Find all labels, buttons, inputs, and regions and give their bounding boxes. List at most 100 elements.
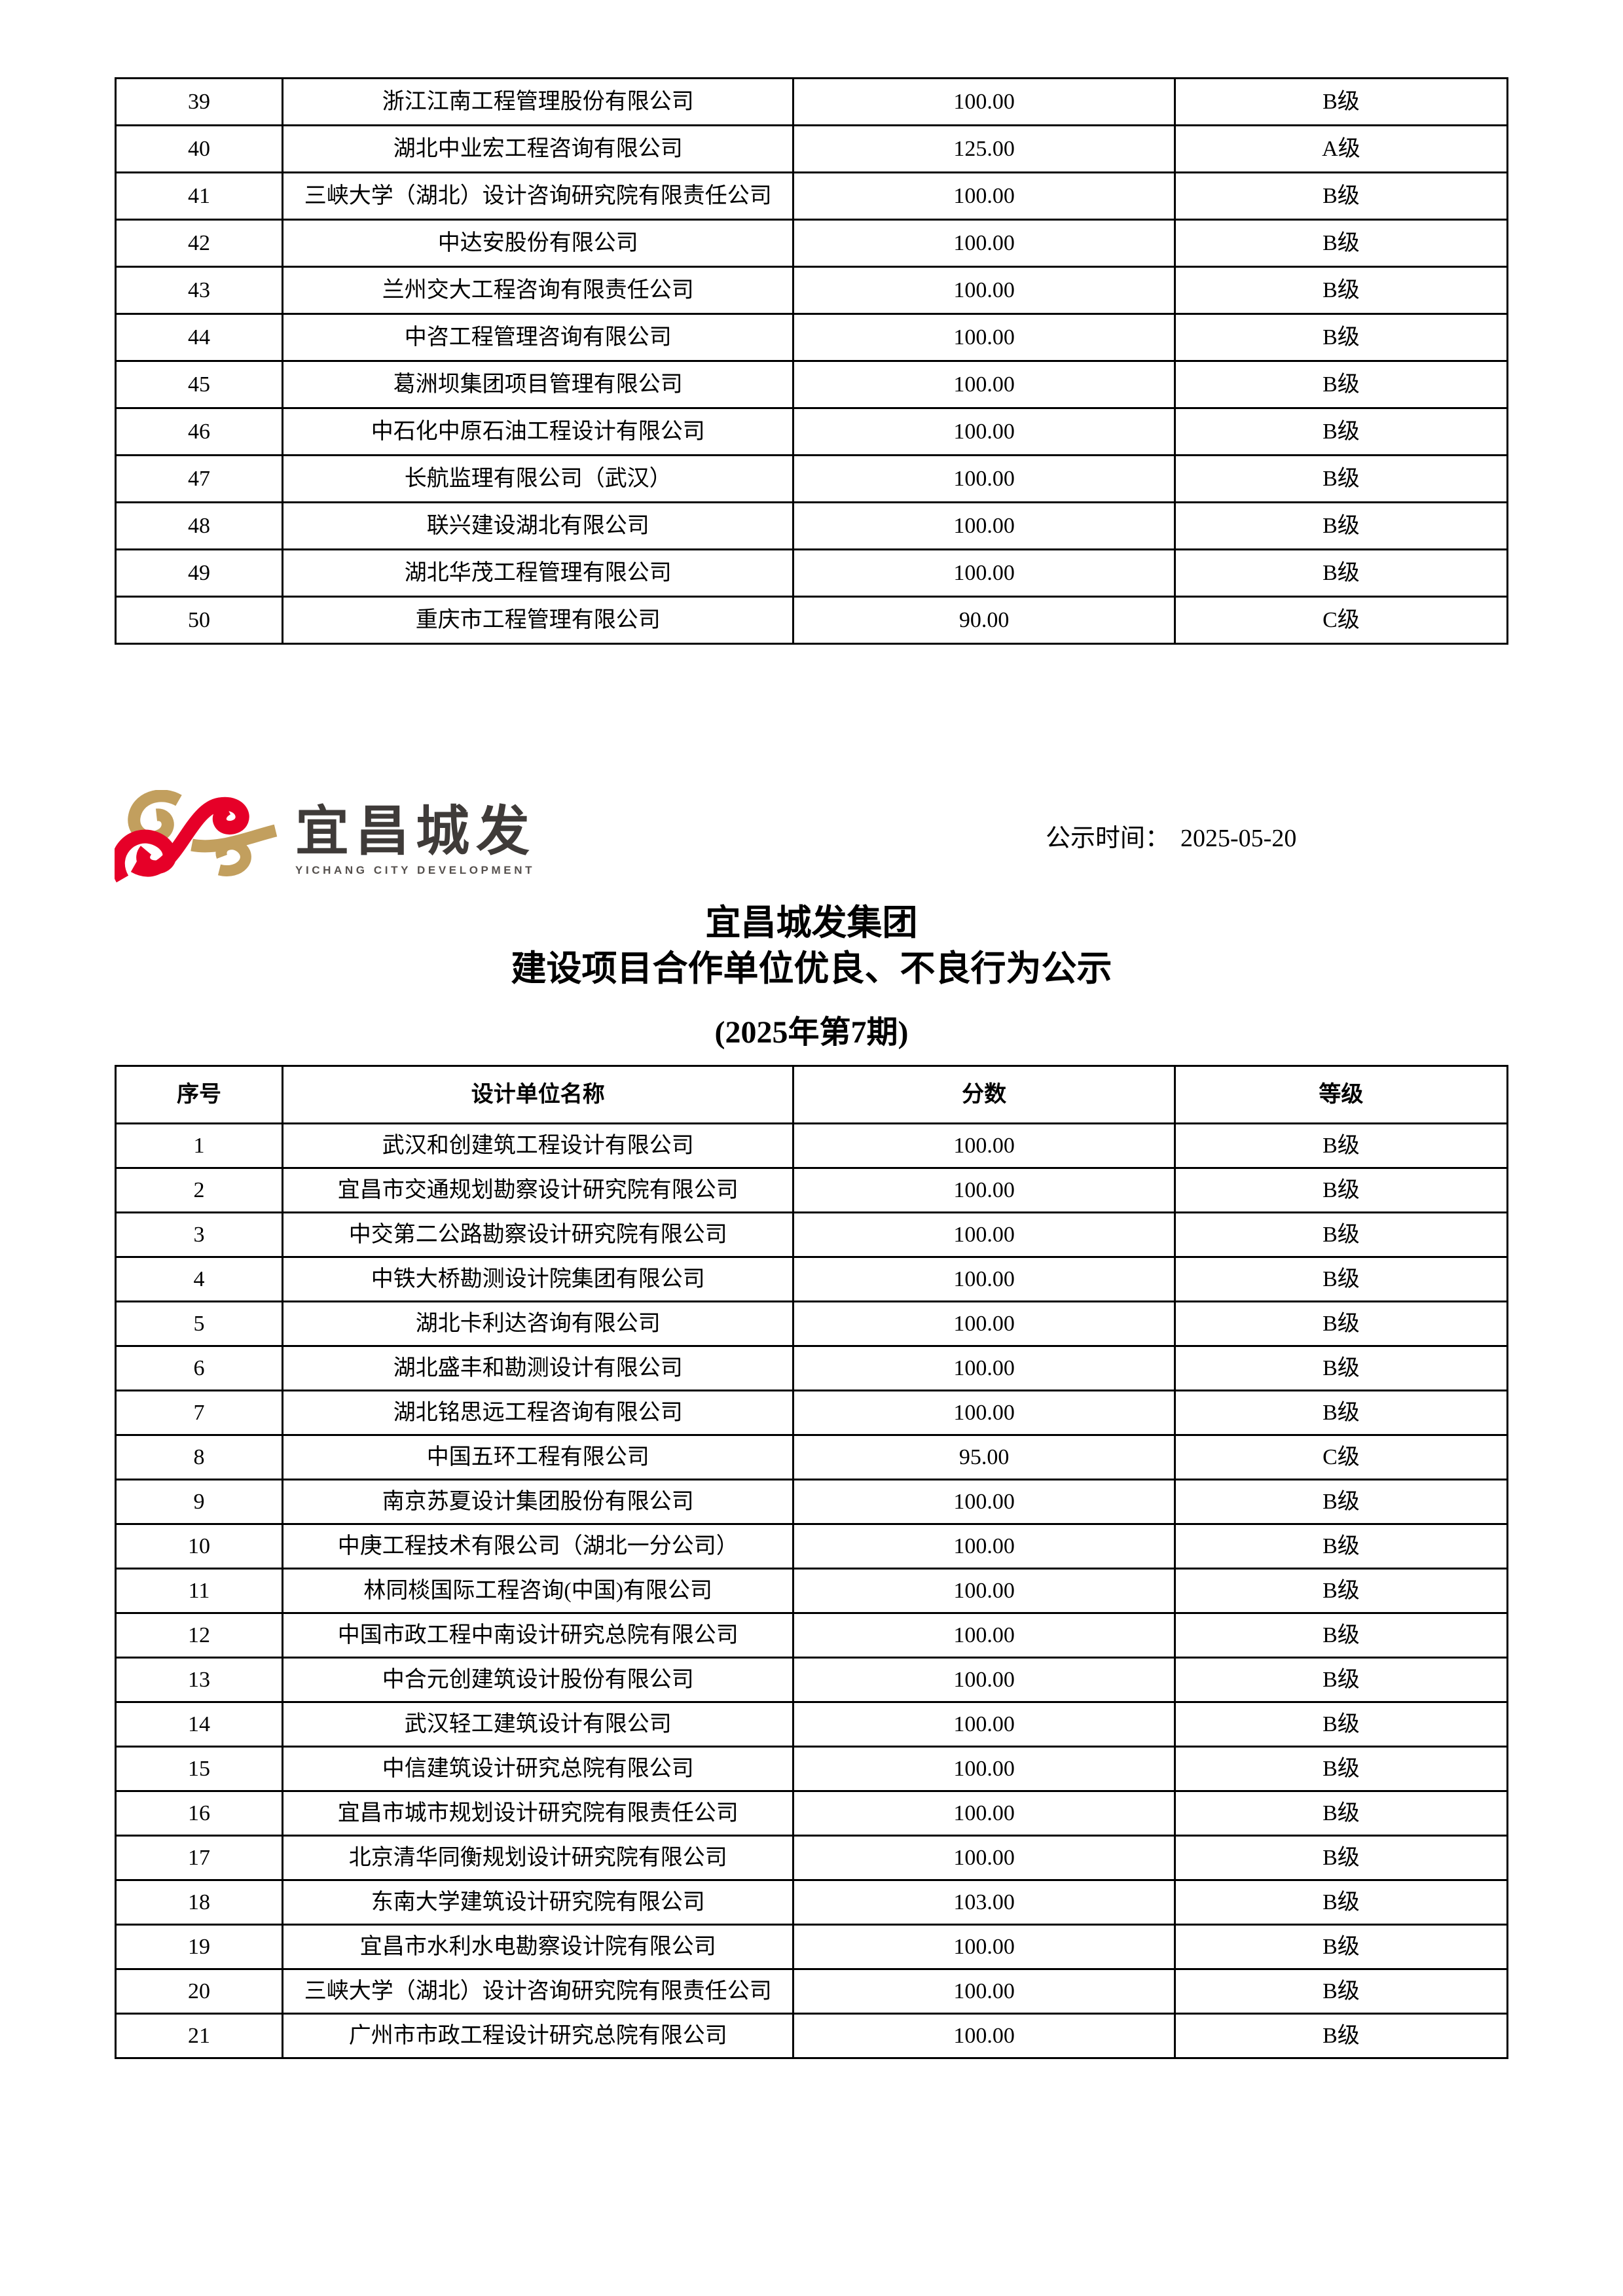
company-name-cell: 武汉轻工建筑设计有限公司	[282, 1700, 795, 1748]
table-row: 8 中国五环工程有限公司 95.00 C级	[114, 1433, 1509, 1480]
row-number-cell: 2	[114, 1166, 284, 1213]
company-name-cell: 宜昌市交通规划勘察设计研究院有限公司	[282, 1166, 795, 1213]
score-cell: 100.00	[792, 1166, 1176, 1213]
table-row: 7 湖北铭思远工程咨询有限公司 100.00 B级	[114, 1389, 1509, 1436]
company-name-cell: 东南大学建筑设计研究院有限公司	[282, 1878, 795, 1926]
row-number-cell: 18	[114, 1878, 284, 1926]
table-row: 44 中咨工程管理咨询有限公司 100.00 B级	[114, 313, 1509, 362]
grade-cell: B级	[1173, 171, 1509, 221]
grade-cell: B级	[1173, 1344, 1509, 1391]
supervision-score-table-body: 39 浙江江南工程管理股份有限公司 100.00 B级 40 湖北中业宏工程咨询…	[114, 77, 1509, 645]
grade-cell: C级	[1173, 596, 1509, 645]
company-name-cell: 三峡大学（湖北）设计咨询研究院有限责任公司	[282, 171, 795, 221]
table-row: 4 中铁大桥勘测设计院集团有限公司 100.00 B级	[114, 1255, 1509, 1302]
company-name-cell: 兰州交大工程咨询有限责任公司	[282, 266, 795, 315]
header-分数: 分数	[792, 1064, 1176, 1124]
row-number-cell: 19	[114, 1923, 284, 1970]
row-number-cell: 43	[114, 266, 284, 315]
grade-cell: B级	[1173, 407, 1509, 456]
score-cell: 100.00	[792, 1834, 1176, 1881]
logo-english-name: YICHANG CITY DEVELOPMENT	[295, 864, 536, 877]
document-title-period: (2025年第7期)	[714, 1015, 909, 1050]
row-number-cell: 42	[114, 219, 284, 268]
row-number-cell: 46	[114, 407, 284, 456]
score-cell: 100.00	[792, 77, 1176, 126]
knot-ribbon-icon	[111, 789, 278, 891]
score-cell: 100.00	[792, 1389, 1176, 1436]
table-row: 6 湖北盛丰和勘测设计有限公司 100.00 B级	[114, 1344, 1509, 1391]
company-name-cell: 湖北盛丰和勘测设计有限公司	[282, 1344, 795, 1391]
company-name-cell: 中达安股份有限公司	[282, 219, 795, 268]
row-number-cell: 50	[114, 596, 284, 645]
row-number-cell: 13	[114, 1656, 284, 1703]
grade-cell: B级	[1173, 1567, 1509, 1614]
grade-cell: B级	[1173, 77, 1509, 126]
grade-cell: B级	[1173, 1122, 1509, 1169]
table-row: 46 中石化中原石油工程设计有限公司 100.00 B级	[114, 407, 1509, 456]
score-cell: 100.00	[792, 1300, 1176, 1347]
design-score-table-body: 1 武汉和创建筑工程设计有限公司 100.00 B级 2 宜昌市交通规划勘察设计…	[114, 1122, 1509, 2059]
table-row: 5 湖北卡利达咨询有限公司 100.00 B级	[114, 1300, 1509, 1347]
publish-date: 2025-05-20	[1180, 825, 1297, 852]
score-cell: 100.00	[792, 548, 1176, 598]
score-cell: 100.00	[792, 219, 1176, 268]
row-number-cell: 47	[114, 454, 284, 503]
grade-cell: B级	[1173, 1700, 1509, 1748]
score-cell: 100.00	[792, 1656, 1176, 1703]
publish-time: 公示时间： 2025-05-20	[1046, 817, 1296, 853]
logo-chinese-name: 宜昌城发	[295, 801, 537, 861]
company-name-cell: 湖北铭思远工程咨询有限公司	[282, 1389, 795, 1436]
row-number-cell: 12	[114, 1611, 284, 1659]
score-cell: 100.00	[792, 1478, 1176, 1525]
grade-cell: B级	[1173, 1522, 1509, 1570]
company-name-cell: 中咨工程管理咨询有限公司	[282, 313, 795, 362]
company-name-cell: 中铁大桥勘测设计院集团有限公司	[282, 1255, 795, 1302]
table-row: 15 中信建筑设计研究总院有限公司 100.00 B级	[114, 1745, 1509, 1792]
grade-cell: B级	[1173, 1211, 1509, 1258]
company-name-cell: 中国五环工程有限公司	[282, 1433, 795, 1480]
grade-cell: B级	[1173, 1745, 1509, 1792]
score-cell: 125.00	[792, 124, 1176, 173]
table-row: 50 重庆市工程管理有限公司 90.00 C级	[114, 596, 1509, 645]
row-number-cell: 15	[114, 1745, 284, 1792]
brand-row: 宜昌城发 YICHANG CITY DEVELOPMENT 公示时间： 2025-…	[111, 785, 1508, 896]
design-score-table-header: 序号 设计单位名称 分数 等级	[114, 1064, 1509, 1124]
score-cell: 100.00	[792, 1967, 1176, 2015]
company-name-cell: 宜昌市水利水电勘察设计院有限公司	[282, 1923, 795, 1970]
table-row: 16 宜昌市城市规划设计研究院有限责任公司 100.00 B级	[114, 1789, 1509, 1837]
score-cell: 95.00	[792, 1433, 1176, 1480]
grade-cell: B级	[1173, 1923, 1509, 1970]
score-cell: 100.00	[792, 1211, 1176, 1258]
score-cell: 100.00	[792, 1344, 1176, 1391]
score-cell: 100.00	[792, 1923, 1176, 1970]
company-name-cell: 南京苏夏设计集团股份有限公司	[282, 1478, 795, 1525]
company-name-cell: 浙江江南工程管理股份有限公司	[282, 77, 795, 126]
grade-cell: B级	[1173, 501, 1509, 550]
company-name-cell: 中庚工程技术有限公司（湖北一分公司）	[282, 1522, 795, 1570]
company-name-cell: 中交第二公路勘察设计研究院有限公司	[282, 1211, 795, 1258]
table-row: 41 三峡大学（湖北）设计咨询研究院有限责任公司 100.00 B级	[114, 171, 1509, 221]
score-cell: 100.00	[792, 1567, 1176, 1614]
company-name-cell: 中石化中原石油工程设计有限公司	[282, 407, 795, 456]
score-cell: 100.00	[792, 313, 1176, 362]
company-name-cell: 广州市市政工程设计研究总院有限公司	[282, 2012, 795, 2059]
table-row: 45 葛洲坝集团项目管理有限公司 100.00 B级	[114, 360, 1509, 409]
score-cell: 100.00	[792, 1522, 1176, 1570]
row-number-cell: 8	[114, 1433, 284, 1480]
row-number-cell: 48	[114, 501, 284, 550]
company-logo: 宜昌城发 YICHANG CITY DEVELOPMENT	[111, 789, 537, 891]
row-number-cell: 40	[114, 124, 284, 173]
company-name-cell: 中国市政工程中南设计研究总院有限公司	[282, 1611, 795, 1659]
table-row: 49 湖北华茂工程管理有限公司 100.00 B级	[114, 548, 1509, 598]
company-name-cell: 宜昌市城市规划设计研究院有限责任公司	[282, 1789, 795, 1837]
row-number-cell: 20	[114, 1967, 284, 2015]
table-row: 19 宜昌市水利水电勘察设计院有限公司 100.00 B级	[114, 1923, 1509, 1970]
company-name-cell: 联兴建设湖北有限公司	[282, 501, 795, 550]
grade-cell: B级	[1173, 2012, 1509, 2059]
document-title-org: 宜昌城发集团	[705, 903, 918, 942]
supervision-score-table: 39 浙江江南工程管理股份有限公司 100.00 B级 40 湖北中业宏工程咨询…	[114, 77, 1509, 645]
score-cell: 100.00	[792, 1789, 1176, 1837]
score-cell: 90.00	[792, 596, 1176, 645]
score-cell: 100.00	[792, 454, 1176, 503]
